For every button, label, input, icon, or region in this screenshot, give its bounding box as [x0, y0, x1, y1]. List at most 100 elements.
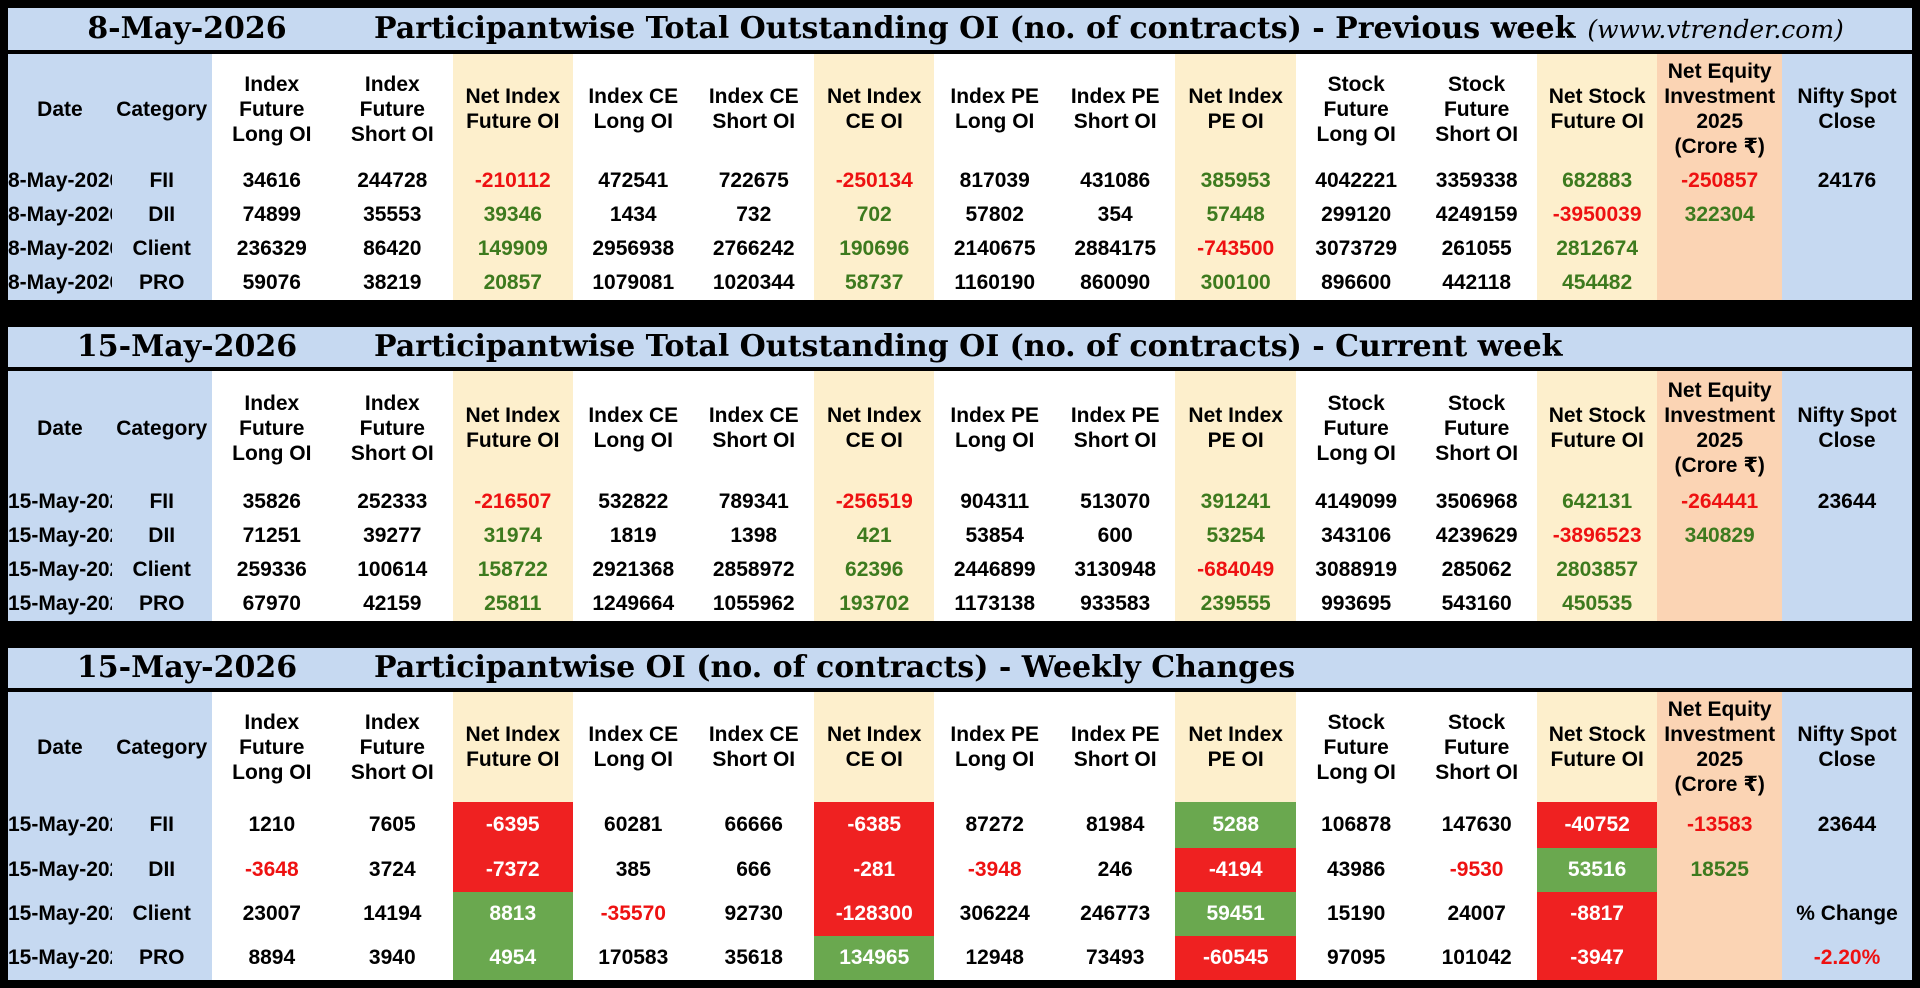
column-header-line: Future [359, 735, 425, 759]
cell-net-index-future-oi: 149909 [452, 232, 574, 266]
table-header-row: Date Category Index Future Long OI Index Fut… [8, 692, 1912, 802]
cell-stock-future-short-oi: 3359338 [1416, 164, 1537, 198]
cell-net-index-ce-oi: 134965 [813, 936, 935, 980]
cell-index-pe-short-oi: 513070 [1054, 485, 1176, 519]
cell-index-future-long-oi: 23007 [211, 892, 333, 936]
cell-index-ce-short-oi: 666 [693, 848, 814, 892]
cell-net-index-pe-oi: 239555 [1175, 587, 1296, 621]
cell-net-index-ce-oi: 58737 [813, 266, 935, 300]
column-header-line: Long OI [593, 748, 673, 771]
cell-net-equity-investment-2025-crore [1657, 587, 1783, 621]
cell-index-pe-short-oi: 81984 [1054, 802, 1176, 848]
column-header-line: Net Index [465, 85, 561, 108]
column-header-line: Future [239, 735, 305, 759]
row-date: 8-May-2026 [8, 164, 112, 198]
cell-net-stock-future-oi: 450535 [1536, 587, 1658, 621]
cell-index-pe-long-oi: 306224 [934, 892, 1055, 936]
cell-index-future-long-oi: -3648 [211, 848, 333, 892]
cell-net-index-future-oi: 31974 [452, 519, 574, 553]
cell-index-ce-long-oi: -35570 [573, 892, 694, 936]
column-header-line: Short OI [1435, 122, 1519, 146]
cell-index-pe-long-oi: 12948 [934, 936, 1055, 980]
cell-stock-future-short-oi: 147630 [1416, 802, 1537, 848]
column-header-line: Net Index [1188, 723, 1283, 746]
column-header-line: Nifty Spot [1797, 723, 1897, 746]
cell-stock-future-long-oi: 3088919 [1295, 553, 1417, 587]
column-header-line: Future OI [1550, 748, 1644, 771]
cell-net-index-ce-oi: 62396 [813, 553, 935, 587]
cell-net-index-ce-oi: -281 [813, 848, 935, 892]
cell-index-pe-long-oi: 57802 [934, 198, 1055, 232]
cell-index-ce-short-oi: 92730 [693, 892, 814, 936]
cell-net-stock-future-oi: -3947 [1536, 936, 1658, 980]
table-header-row: Date Category Index Future Long OI Index Fut… [8, 371, 1912, 485]
cell-net-index-future-oi: 4954 [452, 936, 574, 980]
cell-index-future-short-oi: 86420 [332, 232, 453, 266]
cell-net-index-pe-oi: -684049 [1175, 553, 1296, 587]
section-title-text: Participantwise Total Outstanding OI (no… [374, 329, 1563, 364]
row-date: 15-May-2026 [8, 936, 112, 980]
cell-index-future-short-oi: 100614 [332, 553, 453, 587]
cell-net-equity-investment-2025-crore: 322304 [1657, 198, 1783, 232]
column-header-line: Stock [1448, 72, 1506, 96]
cell-stock-future-long-oi: 4042221 [1295, 164, 1417, 198]
column-header-line: Index PE [1070, 723, 1160, 746]
cell-net-index-ce-oi: -256519 [813, 485, 935, 519]
cell-index-ce-short-oi: 2858972 [693, 553, 814, 587]
cell-nifty-spot-close: % Change [1782, 892, 1912, 936]
column-header-line: Long OI [593, 429, 673, 452]
column-header-line: Short OI [712, 429, 796, 452]
cell-index-ce-short-oi: 732 [693, 198, 814, 232]
section-date: 8-May-2026 [87, 11, 287, 46]
row-category: PRO [111, 266, 212, 300]
column-header-line: Index PE [950, 723, 1040, 746]
row-date: 15-May-2026 [8, 519, 112, 553]
column-header-line: 2025 [1696, 748, 1744, 771]
column-header-line: (Crore ₹) [1674, 454, 1765, 477]
column-header-line: Long OI [955, 110, 1035, 133]
column-header-line: Future [239, 97, 305, 121]
cell-net-index-pe-oi: 5288 [1175, 802, 1296, 848]
table-row-fii: 15-May-2026FII12107605-63956028166666-63… [8, 802, 1912, 848]
column-header-line: Index PE [1070, 404, 1160, 427]
table-row-client: 8-May-2026 Client 236329 86420 149909 2956938… [8, 232, 1912, 266]
column-header-net-equity-investment-2025-crore: Net Equity Investment 2025 (Crore ₹)Net … [1657, 692, 1783, 802]
cell-index-pe-short-oi: 73493 [1054, 936, 1176, 980]
cell-index-future-long-oi: 71251 [211, 519, 333, 553]
cell-nifty-spot-close [1782, 266, 1912, 300]
cell-nifty-spot-close [1782, 198, 1912, 232]
table-row-dii: 8-May-2026 DII 74899 35553 39346 1434 732 702 57… [8, 198, 1912, 232]
cell-index-future-long-oi: 67970 [211, 587, 333, 621]
cell-nifty-spot-close [1782, 232, 1912, 266]
cell-index-pe-long-oi: 53854 [934, 519, 1055, 553]
cell-index-pe-long-oi: 1173138 [934, 587, 1055, 621]
column-header-line: Future [359, 97, 425, 121]
column-header-line: Index CE [708, 723, 799, 746]
cell-stock-future-long-oi: 15190 [1295, 892, 1417, 936]
cell-net-equity-investment-2025-crore [1657, 892, 1783, 936]
cell-net-equity-investment-2025-crore: -250857 [1657, 164, 1783, 198]
cell-index-ce-short-oi: 1020344 [693, 266, 814, 300]
cell-net-stock-future-oi: 2812674 [1536, 232, 1658, 266]
column-header-line: Index PE [1070, 85, 1160, 108]
cell-index-ce-long-oi: 1079081 [573, 266, 694, 300]
column-header-line: Net Index [826, 85, 922, 108]
column-header-line: Stock [1327, 72, 1385, 96]
column-header-line: Stock [1448, 710, 1506, 734]
cell-index-future-long-oi: 59076 [211, 266, 333, 300]
section-title-bar: 15-May-2026 Participantwise Total Outstan… [8, 327, 1912, 367]
cell-index-future-long-oi: 34616 [211, 164, 333, 198]
cell-index-pe-long-oi: 2446899 [934, 553, 1055, 587]
column-header-net-equity-investment-2025-crore: Net Equity Investment 2025 (Crore ₹)Net … [1657, 371, 1783, 485]
table-row-dii: 15-May-2026DII-36483724-7372385666-281-3… [8, 848, 1912, 892]
column-header-line: Nifty Spot [1797, 85, 1897, 108]
